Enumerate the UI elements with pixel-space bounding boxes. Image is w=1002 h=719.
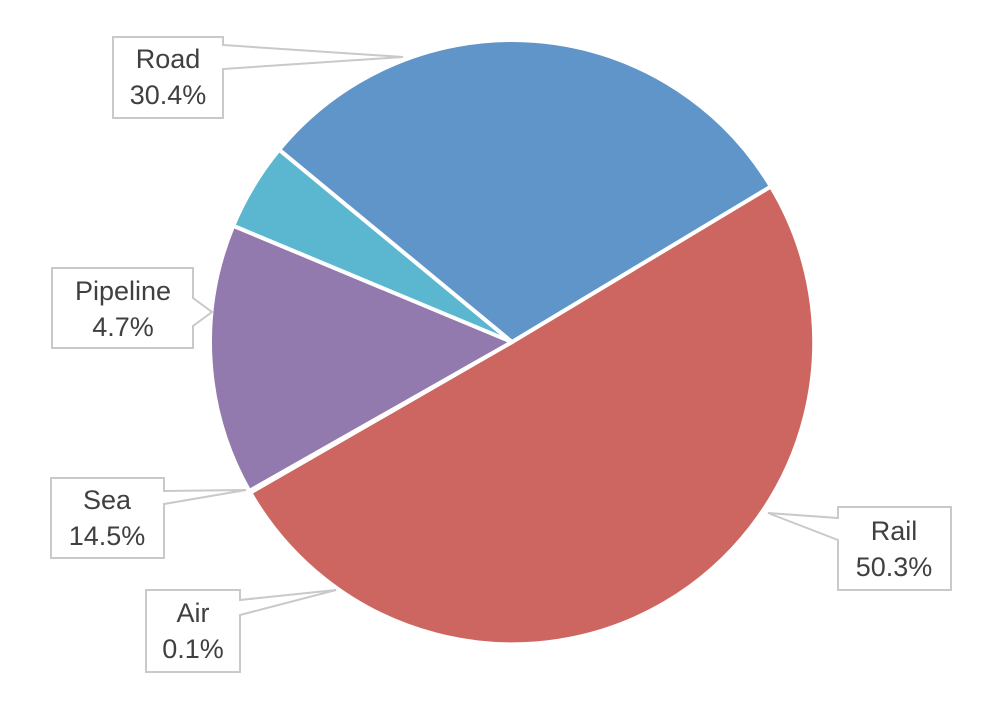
data-label-rail: Rail 50.3% xyxy=(767,506,952,591)
data-label-air-value: 0.1% xyxy=(162,634,224,664)
data-label-sea: Sea 14.5% xyxy=(50,477,247,559)
data-label-rail-name: Rail xyxy=(871,516,918,546)
data-label-road-name: Road xyxy=(136,44,201,74)
pie-slice-road xyxy=(277,38,773,344)
data-label-road: Road 30.4% xyxy=(112,36,404,119)
data-label-road-value: 30.4% xyxy=(130,80,207,110)
data-label-pipeline-name: Pipeline xyxy=(75,276,171,306)
pie-slice-sea xyxy=(208,223,514,493)
data-label-air: Air 0.1% xyxy=(145,589,337,673)
data-label-pipeline-value: 4.7% xyxy=(92,312,154,342)
data-label-rail-value: 50.3% xyxy=(856,552,933,582)
data-label-sea-value: 14.5% xyxy=(69,521,146,551)
data-label-sea-name: Sea xyxy=(83,485,132,515)
pie-slice-rail xyxy=(248,184,817,647)
pie-slices xyxy=(208,38,817,647)
data-label-pipeline: Pipeline 4.7% xyxy=(51,267,214,349)
data-label-air-name: Air xyxy=(177,598,210,628)
